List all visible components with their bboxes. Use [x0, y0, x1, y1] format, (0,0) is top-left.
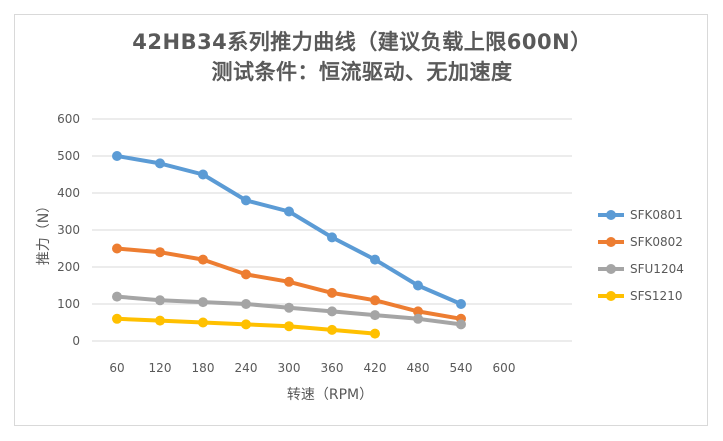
- legend-marker: [606, 237, 616, 247]
- x-tick-label: 540: [450, 361, 473, 375]
- data-point: [241, 195, 251, 206]
- x-tick-label: 60: [109, 361, 124, 375]
- legend-label: SFU1204: [630, 262, 684, 276]
- legend-marker: [606, 210, 616, 220]
- data-point: [155, 158, 165, 169]
- data-point: [198, 169, 208, 180]
- data-point: [241, 269, 251, 280]
- data-point: [370, 310, 380, 321]
- data-point: [198, 254, 208, 265]
- legend-marker: [606, 291, 616, 301]
- x-axis-ticks: 60 120 180 240 300 360 420 480 540 600: [109, 361, 515, 375]
- series-sfu1204: [112, 291, 466, 330]
- legend-label: SFS1210: [630, 289, 682, 303]
- x-axis-label: 转速（RPM）: [287, 387, 373, 403]
- data-point: [370, 328, 380, 339]
- data-point: [112, 151, 122, 161]
- chart-title-line2: 测试条件：恒流驱动、无加速度: [211, 60, 513, 84]
- y-tick-label: 600: [57, 112, 80, 126]
- data-point: [241, 299, 251, 309]
- data-point: [370, 295, 380, 306]
- data-point: [370, 254, 380, 265]
- data-point: [241, 319, 251, 330]
- data-point: [112, 313, 122, 324]
- data-point: [413, 306, 423, 317]
- legend-marker: [606, 264, 616, 274]
- legend-item-sfs1210: SFS1210: [598, 289, 682, 303]
- series-sfs1210: [112, 313, 380, 339]
- chart-frame: 42HB34系列推力曲线（建议负载上限600N） 测试条件：恒流驱动、无加速度: [14, 14, 708, 426]
- data-point: [112, 291, 122, 302]
- legend-item-sfk0801: SFK0801: [598, 208, 683, 222]
- legend-item-sfk0802: SFK0802: [598, 235, 683, 249]
- data-point: [284, 321, 294, 332]
- chart-title: 42HB34系列推力曲线（建议负载上限600N） 测试条件：恒流驱动、无加速度: [15, 27, 709, 87]
- legend-label: SFK0801: [630, 208, 683, 222]
- x-tick-label: 360: [321, 361, 344, 375]
- data-point: [413, 280, 423, 291]
- gridlines: [92, 118, 572, 342]
- data-point: [155, 315, 165, 326]
- y-tick-label: 400: [57, 186, 80, 200]
- x-tick-label: 300: [278, 361, 301, 375]
- y-tick-label: 300: [57, 223, 80, 237]
- x-tick-label: 480: [407, 361, 430, 375]
- y-axis-label: 推力（N）: [36, 199, 52, 265]
- x-tick-label: 120: [149, 361, 172, 375]
- x-tick-label: 180: [192, 361, 215, 375]
- data-point: [284, 302, 294, 313]
- y-tick-label: 500: [57, 149, 80, 163]
- data-point: [327, 306, 337, 317]
- legend-item-sfu1204: SFU1204: [598, 262, 684, 276]
- data-point: [327, 324, 337, 335]
- y-tick-label: 100: [57, 297, 80, 311]
- data-point: [413, 313, 423, 324]
- x-tick-label: 240: [235, 361, 258, 375]
- data-point: [456, 319, 466, 330]
- data-point: [155, 295, 165, 306]
- data-point: [456, 299, 466, 309]
- series-sfk0801: [112, 151, 466, 309]
- x-tick-label: 600: [493, 361, 516, 375]
- y-tick-label: 0: [72, 334, 80, 348]
- legend: SFK0801 SFK0802 SFU1204 SFS1210: [598, 208, 684, 303]
- chart-title-line1: 42HB34系列推力曲线（建议负载上限600N）: [132, 30, 592, 54]
- data-point: [284, 206, 294, 217]
- data-point: [198, 317, 208, 328]
- data-point: [284, 276, 294, 287]
- series-layer: [112, 151, 466, 339]
- data-point: [198, 297, 208, 308]
- data-point: [155, 247, 165, 258]
- y-axis-ticks: 0 100 200 300 400 500 600: [57, 112, 80, 348]
- data-point: [327, 287, 337, 298]
- data-point: [327, 232, 337, 243]
- legend-label: SFK0802: [630, 235, 683, 249]
- x-tick-label: 420: [364, 361, 387, 375]
- y-tick-label: 200: [57, 260, 80, 274]
- data-point: [112, 243, 122, 254]
- series-sfk0802: [112, 243, 466, 324]
